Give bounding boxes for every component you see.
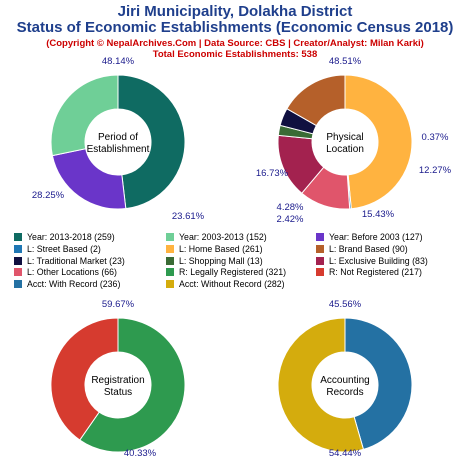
legend-label: L: Other Locations (66) bbox=[27, 267, 117, 278]
legend-swatch bbox=[166, 280, 174, 289]
legend-item: L: Exclusive Building (83) bbox=[316, 256, 428, 266]
legend-item: Year: Before 2003 (127) bbox=[316, 232, 423, 242]
legend-item: Year: 2003-2013 (152) bbox=[166, 232, 267, 242]
legend-label: Year: 2013-2018 (259) bbox=[27, 232, 115, 242]
legend-label: L: Home Based (261) bbox=[179, 243, 263, 254]
legend-item: Acct: Without Record (282) bbox=[166, 279, 285, 289]
legend-swatch bbox=[14, 280, 22, 289]
legend-item: L: Shopping Mall (13) bbox=[166, 256, 263, 266]
slice-percent-label: 48.14% bbox=[102, 56, 135, 67]
slice-percent-label: 12.27% bbox=[419, 165, 452, 176]
donut-center-label: Location bbox=[326, 144, 364, 155]
legend-label: L: Brand Based (90) bbox=[329, 243, 408, 254]
slice-percent-label: 54.44% bbox=[329, 448, 362, 459]
chart-title-line2: Status of Economic Establishments (Econo… bbox=[16, 19, 454, 36]
legend-swatch bbox=[166, 268, 174, 277]
slice-percent-label: 0.37% bbox=[422, 132, 449, 143]
legend-swatch bbox=[14, 233, 22, 241]
legend-item: R: Legally Registered (321) bbox=[166, 267, 286, 277]
legend-swatch bbox=[166, 244, 174, 253]
donut-center-label: Records bbox=[326, 387, 363, 398]
copyright-note: (Copyright © NepalArchives.Com | Data So… bbox=[46, 38, 424, 49]
legend-swatch bbox=[316, 233, 324, 241]
legend-swatch bbox=[166, 233, 174, 241]
donut-center-label: Establishment bbox=[87, 144, 150, 155]
slice-percent-label: 28.25% bbox=[32, 190, 65, 201]
slice-percent-label: 15.43% bbox=[362, 209, 395, 220]
legend-label: Acct: Without Record (282) bbox=[179, 279, 285, 290]
legend-swatch bbox=[14, 268, 22, 277]
legend-swatch bbox=[14, 256, 22, 265]
legend-item: L: Other Locations (66) bbox=[14, 267, 117, 277]
donut-center-label: Period of bbox=[98, 132, 138, 143]
donut-center-label: Physical bbox=[326, 132, 363, 143]
donut-center-label: Registration bbox=[91, 375, 144, 386]
legend-item: L: Brand Based (90) bbox=[316, 244, 408, 254]
legend-item: Year: 2013-2018 (259) bbox=[14, 232, 115, 242]
legend-label: L: Shopping Mall (13) bbox=[179, 255, 263, 266]
legend-swatch bbox=[316, 244, 324, 253]
slice-percent-label: 40.33% bbox=[124, 448, 157, 459]
legend-label: L: Traditional Market (23) bbox=[27, 255, 125, 266]
donut-hole bbox=[312, 109, 378, 175]
donut-center-label: Accounting bbox=[320, 375, 369, 386]
donut-hole bbox=[312, 352, 378, 418]
legend-label: Year: 2003-2013 (152) bbox=[179, 232, 267, 242]
legend-item: R: Not Registered (217) bbox=[316, 267, 422, 277]
legend-label: L: Street Based (2) bbox=[27, 243, 101, 254]
chart-title-line1: Jiri Municipality, Dolakha District bbox=[117, 3, 353, 20]
legend-swatch bbox=[316, 268, 324, 277]
legend-label: R: Not Registered (217) bbox=[329, 267, 422, 278]
legend-swatch bbox=[14, 244, 22, 253]
slice-percent-label: 23.61% bbox=[172, 211, 205, 222]
legend-label: R: Legally Registered (321) bbox=[179, 267, 287, 278]
slice-percent-label: 59.67% bbox=[102, 299, 135, 310]
slice-percent-label: 48.51% bbox=[329, 56, 362, 67]
slice-percent-label: 45.56% bbox=[329, 299, 362, 310]
legend-label: Year: Before 2003 (127) bbox=[329, 232, 423, 242]
donut-hole bbox=[85, 352, 151, 418]
legend-label: L: Exclusive Building (83) bbox=[329, 255, 428, 266]
legend-label: Acct: With Record (236) bbox=[27, 279, 121, 290]
donut-center-label: Status bbox=[104, 387, 132, 398]
legend-item: L: Traditional Market (23) bbox=[14, 256, 125, 266]
total-note: Total Economic Establishments: 538 bbox=[152, 49, 318, 60]
donut-hole bbox=[85, 109, 151, 175]
legend-swatch bbox=[316, 256, 324, 265]
slice-percent-label: 2.42% bbox=[277, 214, 304, 225]
legend-item: Acct: With Record (236) bbox=[14, 279, 120, 289]
slice-percent-label: 16.73% bbox=[256, 168, 289, 179]
slice-percent-label: 4.28% bbox=[277, 202, 304, 213]
legend-item: L: Street Based (2) bbox=[14, 244, 101, 254]
legend-item: L: Home Based (261) bbox=[166, 244, 263, 254]
legend-swatch bbox=[166, 256, 174, 265]
